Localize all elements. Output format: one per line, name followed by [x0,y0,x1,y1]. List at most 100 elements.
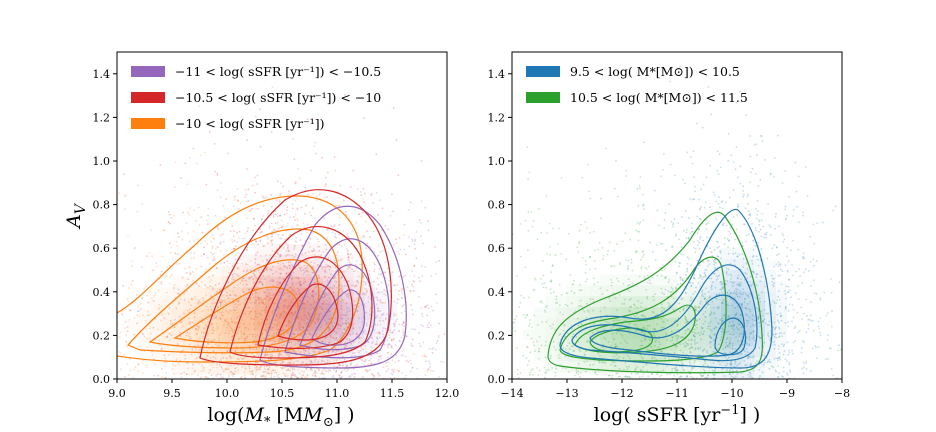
scatter-point [360,216,363,218]
scatter-point [311,362,314,365]
scatter-point [48,366,50,368]
scatter-point [280,253,282,256]
scatter-point [671,288,674,290]
scatter-point [455,332,457,334]
scatter-point [199,376,202,379]
density-cell [364,335,376,347]
scatter-point [780,332,783,334]
scatter-point [719,252,722,254]
scatter-point [191,364,194,366]
scatter-point [365,311,368,314]
scatter-point [323,295,326,298]
scatter-point [234,370,237,373]
scatter-point [240,353,243,356]
scatter-point [368,270,371,272]
scatter-point [278,276,281,279]
scatter-point [219,303,222,306]
scatter-point [261,375,263,377]
legend-label: −10.5 < log( sSFR [yr⁻¹]) < −10 [175,90,381,105]
scatter-point [692,277,695,280]
scatter-point [312,192,314,195]
scatter-point [188,322,191,325]
density-cell [194,309,205,321]
scatter-point [345,344,347,347]
scatter-point [259,312,262,315]
scatter-point [352,327,355,330]
scatter-point [443,333,446,335]
scatter-point [325,308,328,311]
scatter-point [790,296,792,299]
scatter-point [259,239,262,242]
scatter-point [285,242,288,245]
scatter-point [364,305,366,308]
scatter-point [240,377,242,379]
scatter-point [256,286,259,289]
density-cell [353,324,365,336]
scatter-point [830,278,832,280]
scatter-point [348,339,351,342]
scatter-point [681,297,684,300]
scatter-point [306,295,309,298]
scatter-point [166,335,169,338]
scatter-point [259,231,262,234]
scatter-point [137,310,139,313]
scatter-point [324,377,326,379]
scatter-point [387,284,390,287]
density-cell [337,298,348,309]
scatter-point [287,319,290,322]
density-cell [315,309,326,321]
scatter-point [180,376,183,379]
scatter-point [246,230,249,233]
scatter-point [234,198,237,201]
scatter-point [693,198,696,201]
scatter-point [284,304,286,307]
scatter-point [681,336,684,338]
scatter-point [281,367,284,369]
scatter-point [343,308,345,311]
scatter-point [728,230,731,233]
scatter-point [752,249,755,251]
density-cell [309,313,321,325]
scatter-point [311,348,314,351]
scatter-point [345,319,348,322]
scatter-point [691,227,694,230]
scatter-point [110,353,112,355]
scatter-point [168,213,171,216]
scatter-point [293,350,295,353]
scatter-point [692,376,694,379]
scatter-point [273,309,276,311]
scatter-point [57,343,59,345]
scatter-point [727,160,730,162]
scatter-point [366,371,368,373]
scatter-point [247,288,250,291]
scatter-point [316,290,319,292]
scatter-point [325,370,327,373]
scatter-point [225,367,228,369]
scatter-point [755,229,757,232]
scatter-point [347,317,350,320]
scatter-point [725,272,728,274]
scatter-point [296,360,299,362]
scatter-point [293,158,296,161]
scatter-point [364,369,367,372]
scatter-point [252,335,254,338]
scatter-point [14,282,16,284]
scatter-point [183,293,185,296]
density-cell [337,320,348,331]
scatter-point [220,376,223,379]
density-cell [293,298,304,310]
scatter-point [224,320,227,322]
scatter-point [129,309,131,311]
scatter-point [219,373,222,376]
scatter-point [332,291,335,293]
scatter-point [347,368,349,371]
scatter-point [732,189,735,191]
scatter-point [288,264,291,267]
scatter-point [709,247,711,250]
scatter-point [381,276,383,278]
scatter-point [242,357,245,360]
scatter-point [191,348,194,351]
scatter-point [350,317,352,320]
scatter-point [178,301,181,304]
scatter-point [732,324,735,327]
